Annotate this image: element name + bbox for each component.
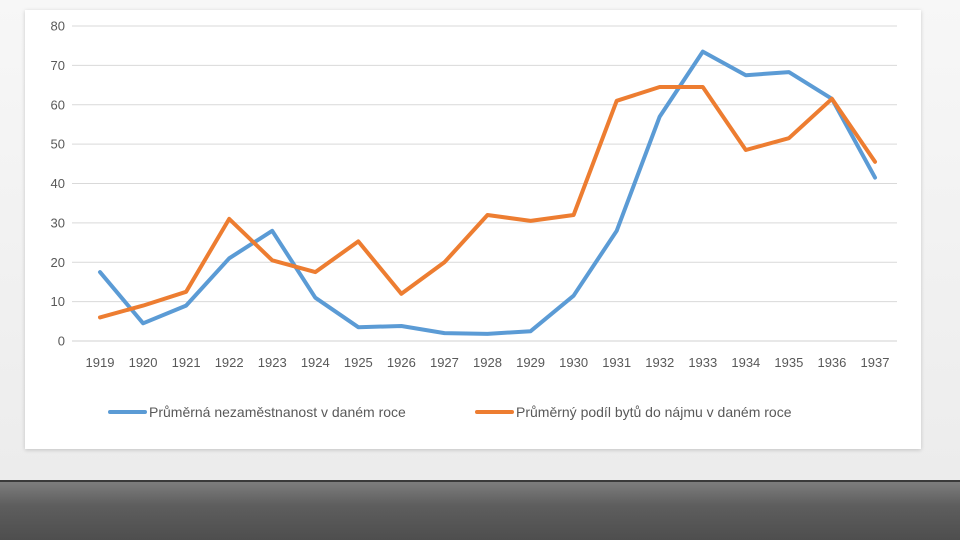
gridlines xyxy=(72,25,897,342)
x-tick-label: 1922 xyxy=(215,355,244,370)
series-lines xyxy=(98,49,877,336)
x-tick-label: 1925 xyxy=(344,355,373,370)
y-axis-ticks: 0 10 20 30 40 50 60 70 80 xyxy=(51,19,65,349)
x-tick-label: 1921 xyxy=(172,355,201,370)
x-tick-label: 1924 xyxy=(301,355,330,370)
x-tick-label: 1929 xyxy=(516,355,545,370)
x-tick-label: 1919 xyxy=(86,355,115,370)
chart-card: 0 10 20 30 40 50 60 70 80 1919 1920 1921 1922 1923 19… xyxy=(25,10,921,449)
y-tick-label: 60 xyxy=(51,97,65,112)
x-tick-label: 1926 xyxy=(387,355,416,370)
slide-floor xyxy=(0,482,960,540)
legend-label-2: Průměrný podíl bytů do nájmu v daném roc… xyxy=(516,404,792,420)
y-tick-label: 40 xyxy=(51,176,65,191)
y-tick-label: 0 xyxy=(58,334,65,349)
y-tick-label: 20 xyxy=(51,255,65,270)
x-tick-label: 1920 xyxy=(129,355,158,370)
floor-edge xyxy=(0,480,960,483)
x-tick-label: 1923 xyxy=(258,355,287,370)
x-tick-label: 1927 xyxy=(430,355,459,370)
y-tick-label: 80 xyxy=(51,19,65,34)
x-tick-label: 1937 xyxy=(861,355,890,370)
x-tick-label: 1935 xyxy=(774,355,803,370)
legend: Průměrná nezaměstnanost v daném roce Prům… xyxy=(108,404,792,420)
x-tick-label: 1933 xyxy=(688,355,717,370)
series-line-2 xyxy=(98,85,877,320)
series-line-1 xyxy=(98,49,877,336)
x-axis-ticks: 1919 1920 1921 1922 1923 1924 1925 1926 1927 1928… xyxy=(86,355,890,370)
y-tick-label: 70 xyxy=(51,58,65,73)
legend-label-1: Průměrná nezaměstnanost v daném roce xyxy=(149,404,406,420)
x-tick-label: 1936 xyxy=(817,355,846,370)
y-tick-label: 10 xyxy=(51,294,65,309)
y-tick-label: 50 xyxy=(51,137,65,152)
x-tick-label: 1931 xyxy=(602,355,631,370)
x-tick-label: 1932 xyxy=(645,355,674,370)
x-tick-label: 1934 xyxy=(731,355,760,370)
x-tick-label: 1928 xyxy=(473,355,502,370)
x-tick-label: 1930 xyxy=(559,355,588,370)
y-tick-label: 30 xyxy=(51,215,65,230)
